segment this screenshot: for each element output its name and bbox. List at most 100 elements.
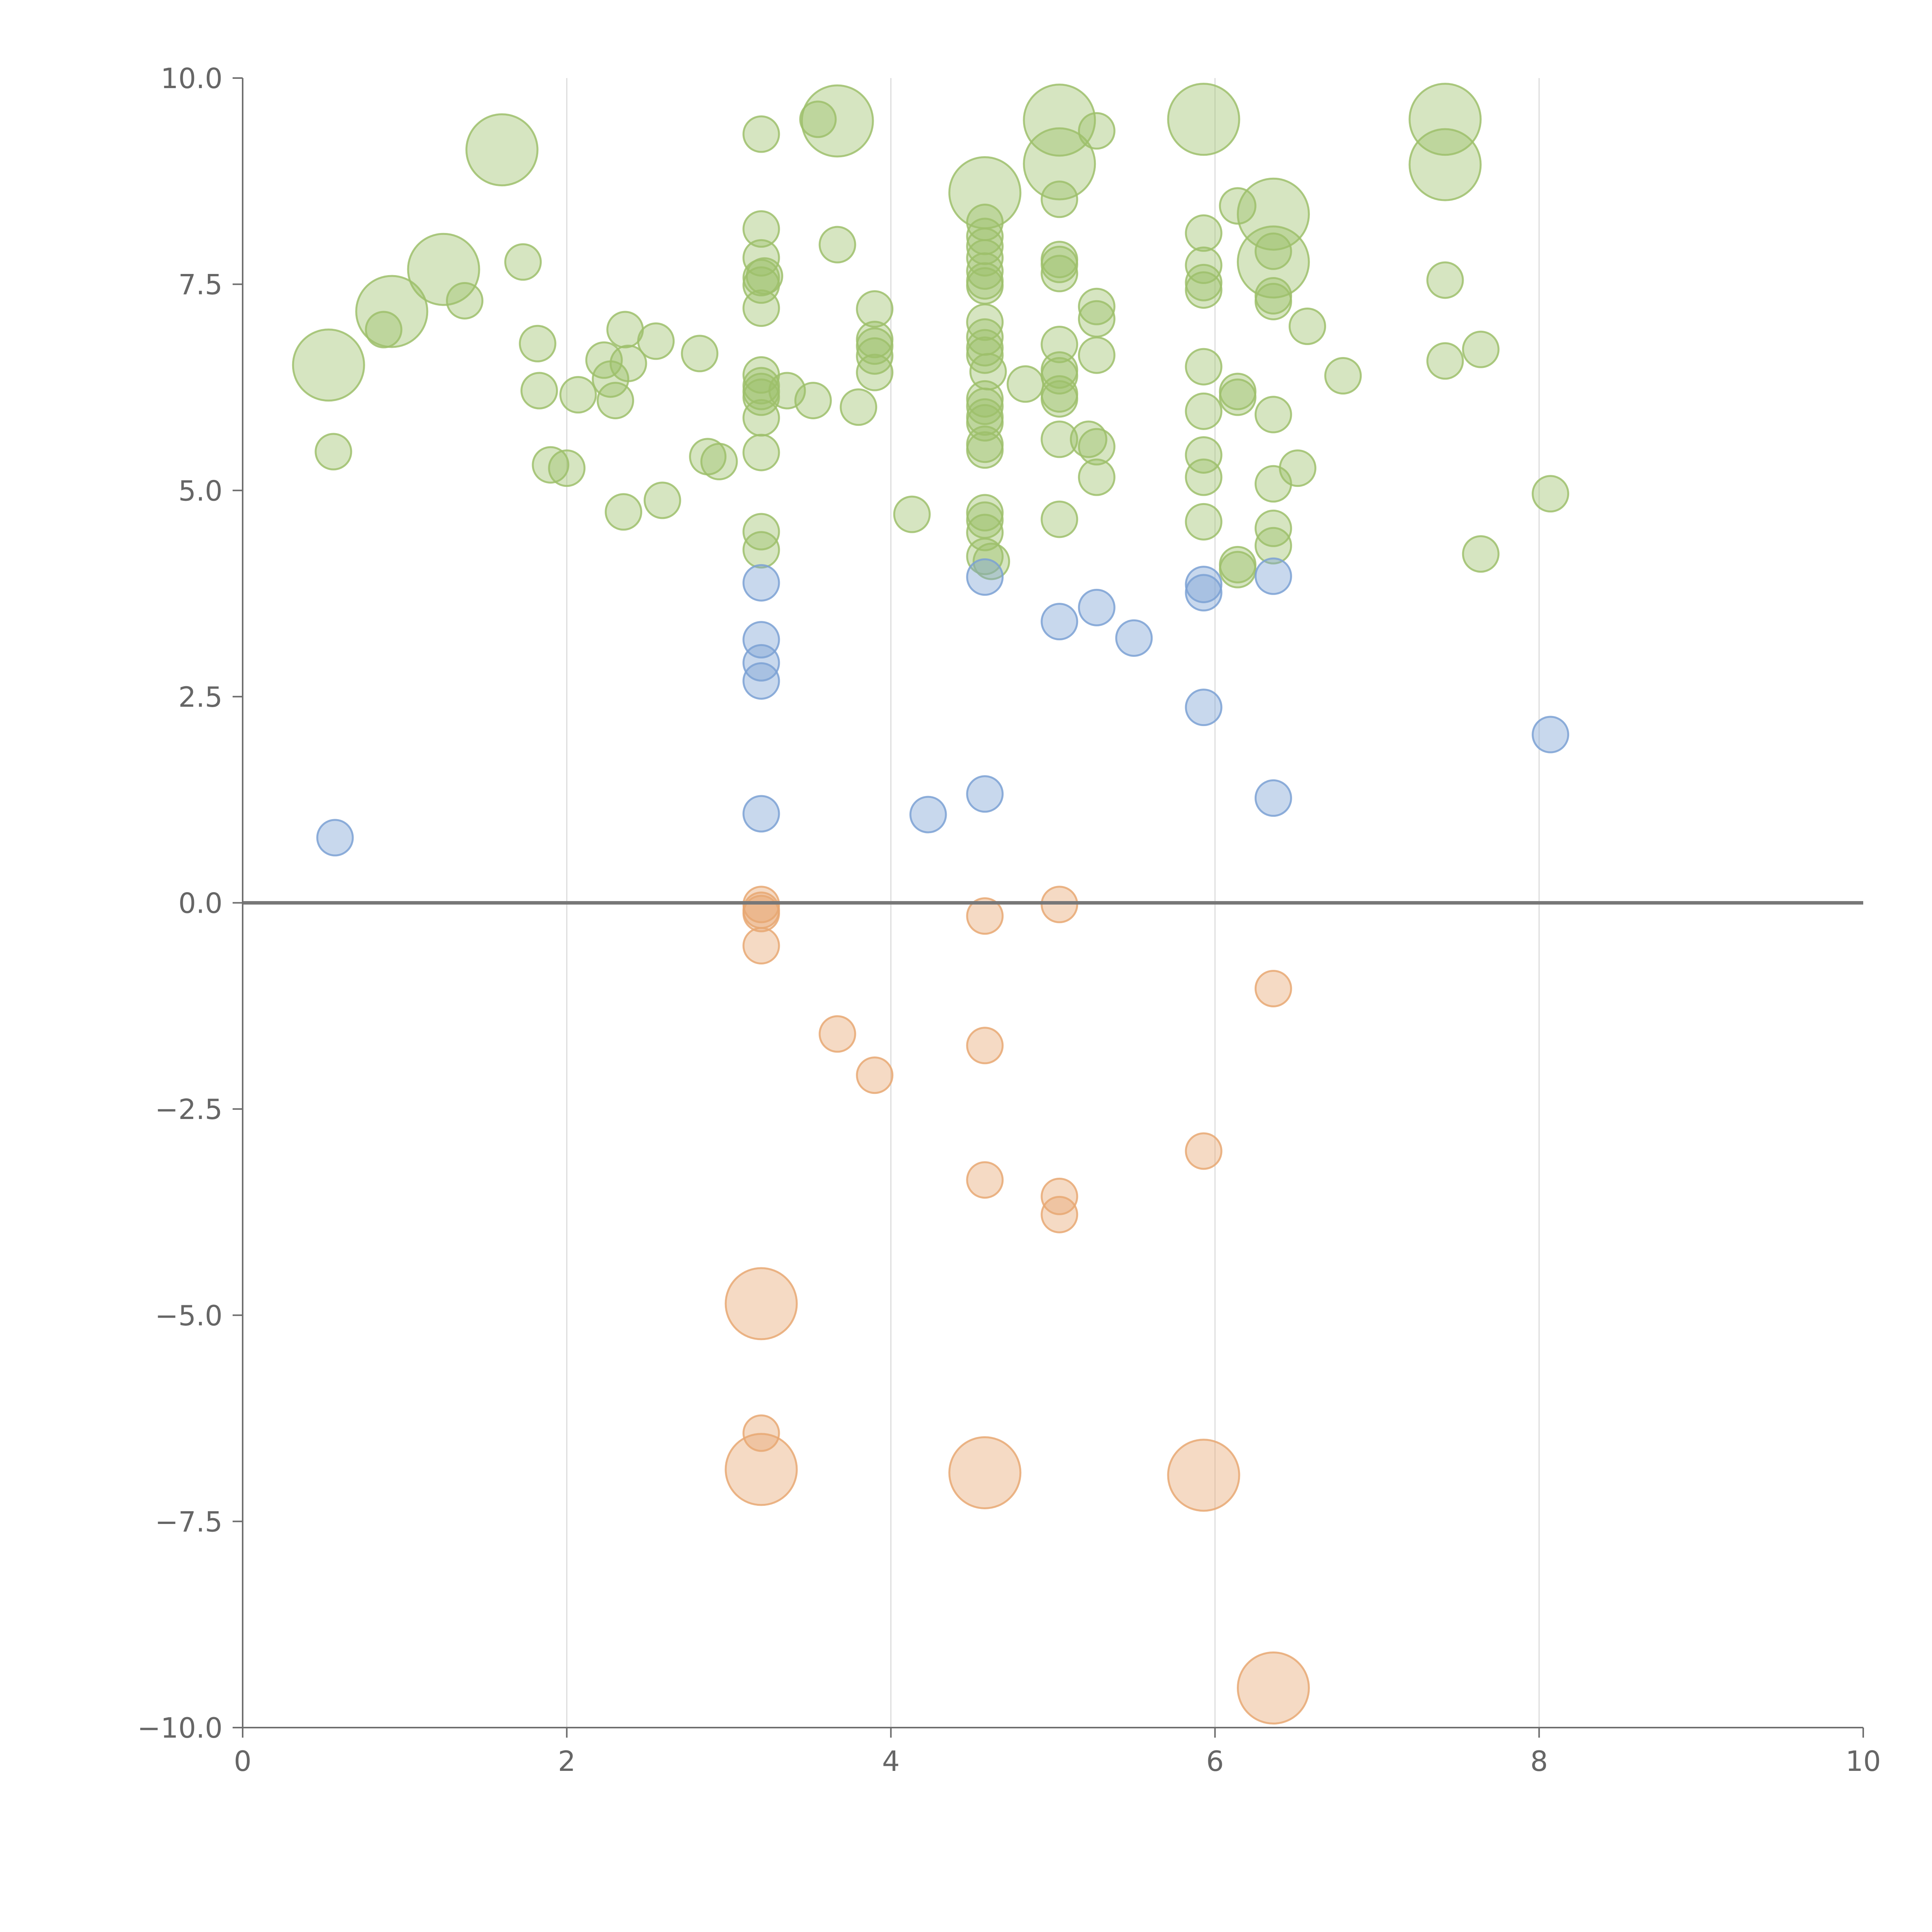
bubble-point-positive — [1426, 261, 1464, 299]
bubble-point-positive — [1185, 214, 1223, 252]
x-tick-label: 2 — [558, 1745, 576, 1777]
bubble-point-low — [1185, 689, 1223, 726]
bubble-point-low — [742, 795, 780, 833]
bubble-point-positive — [1078, 287, 1116, 325]
bubble-point-positive — [818, 226, 856, 264]
bubble-point-positive — [520, 372, 558, 410]
bubble-point-positive — [465, 113, 539, 187]
bubble-point-positive — [966, 303, 1004, 341]
bubble-point-positive — [1185, 458, 1223, 496]
y-tick-label: −10.0 — [137, 1712, 223, 1744]
bubble-point-positive — [1254, 527, 1292, 565]
bubble-point-positive — [1078, 112, 1116, 150]
bubble-point-negative — [966, 1161, 1004, 1199]
bubble-point-low — [742, 662, 780, 700]
bubble-point-low — [909, 796, 947, 833]
bubble-point-low — [966, 558, 1004, 596]
bubble-point-positive — [742, 115, 780, 153]
bubble-point-positive — [1408, 128, 1482, 201]
y-tick-label: 7.5 — [178, 269, 223, 301]
bubble-point-low — [1185, 574, 1223, 612]
bubble-point-positive — [1041, 255, 1078, 293]
bubble-point-negative — [1185, 1132, 1223, 1170]
bubble-point-positive — [1078, 458, 1116, 496]
bubble-point-positive — [1023, 127, 1096, 201]
bubble-point-positive — [1185, 348, 1223, 386]
bubble-point-positive — [966, 388, 1004, 425]
bubble-point-positive — [559, 376, 597, 414]
bubble-point-low — [966, 775, 1004, 813]
y-tick-label: 10.0 — [161, 62, 223, 95]
bubble-point-positive — [966, 239, 1004, 277]
bubble-point-positive — [605, 493, 643, 531]
bubble-point-positive — [856, 290, 894, 328]
bubble-point-low — [1115, 619, 1153, 657]
bubble-point-positive — [1078, 428, 1116, 466]
bubble-point-positive — [1041, 380, 1078, 418]
bubble-point-positive — [840, 388, 878, 426]
y-tick-label: −5.0 — [155, 1299, 223, 1332]
bubble-point-positive — [1288, 307, 1326, 345]
bubble-point-positive — [1185, 503, 1223, 541]
bubble-point-negative — [1254, 969, 1292, 1007]
bubble-point-positive — [856, 337, 894, 375]
bubble-point-positive — [1167, 83, 1240, 156]
y-tick-label: −2.5 — [155, 1093, 223, 1126]
bubble-point-positive — [532, 446, 570, 484]
bubble-point-positive — [519, 325, 556, 362]
bubble-point-positive — [1185, 271, 1223, 309]
bubble-point-positive — [799, 100, 837, 138]
bubble-point-low — [1041, 603, 1078, 641]
bubble-point-positive — [1279, 449, 1316, 487]
bubble-point-positive — [1078, 336, 1116, 374]
bubble-point-positive — [856, 354, 894, 391]
bubble-point-low — [742, 621, 780, 659]
bubble-point-negative — [724, 1267, 798, 1340]
bubble-point-low — [1254, 779, 1292, 817]
bubble-point-positive — [1408, 83, 1482, 156]
axis-layer: 0 2 4 6 8 10 −10.0 −7.5 −5.0 −2.5 0.0 2.5 5.0 7.5 10.0 — [137, 62, 1881, 1777]
y-tick-label: 0.0 — [178, 887, 223, 920]
bubble-point-positive — [742, 289, 780, 327]
bubble-point-negative — [818, 1015, 856, 1053]
bubble-point-positive — [1185, 392, 1223, 430]
bubble-point-positive — [745, 257, 783, 295]
bubble-point-positive — [1185, 436, 1223, 474]
bubble-point-negative — [856, 1056, 894, 1094]
bubble-point-negative — [948, 1436, 1022, 1509]
bubble-point-positive — [1041, 245, 1078, 283]
bubble-point-low — [1532, 716, 1570, 753]
bubble-point-negative — [1167, 1439, 1240, 1512]
bubble-point-positive — [1324, 357, 1362, 395]
bubble-point-positive — [407, 233, 480, 306]
bubble-point-positive — [801, 84, 874, 158]
bubble-point-positive — [1219, 187, 1257, 225]
bubble-point-positive — [1426, 342, 1464, 380]
bubble-point-positive — [681, 335, 719, 372]
bubble-point-positive — [794, 382, 832, 420]
bubble-point-low — [1078, 588, 1116, 626]
bubble-point-negative — [966, 1027, 1004, 1065]
x-tick-label: 10 — [1845, 1745, 1881, 1777]
bubble-layer — [292, 83, 1570, 1725]
bubble-point-positive — [1254, 282, 1292, 320]
bubble-point-positive — [1254, 396, 1292, 434]
bubble-point-positive — [966, 336, 1004, 374]
bubble-point-positive — [1462, 535, 1500, 573]
x-tick-label: 8 — [1530, 1745, 1548, 1777]
bubble-point-positive — [742, 531, 780, 569]
bubble-point-positive — [1041, 325, 1078, 363]
bubble-point-positive — [1236, 225, 1310, 299]
bubble-point-positive — [1007, 365, 1044, 403]
bubble-point-positive — [1041, 420, 1078, 458]
bubble-point-negative — [742, 927, 780, 964]
bubble-point-positive — [893, 495, 931, 533]
bubble-point-negative — [724, 1433, 798, 1506]
bubble-point-positive — [966, 252, 1004, 290]
bubble-point-positive — [742, 210, 780, 248]
bubble-point-positive — [504, 243, 542, 281]
bubble-point-positive — [856, 327, 894, 365]
bubble-point-negative — [1041, 1196, 1078, 1233]
bubble-point-positive — [966, 431, 1004, 469]
